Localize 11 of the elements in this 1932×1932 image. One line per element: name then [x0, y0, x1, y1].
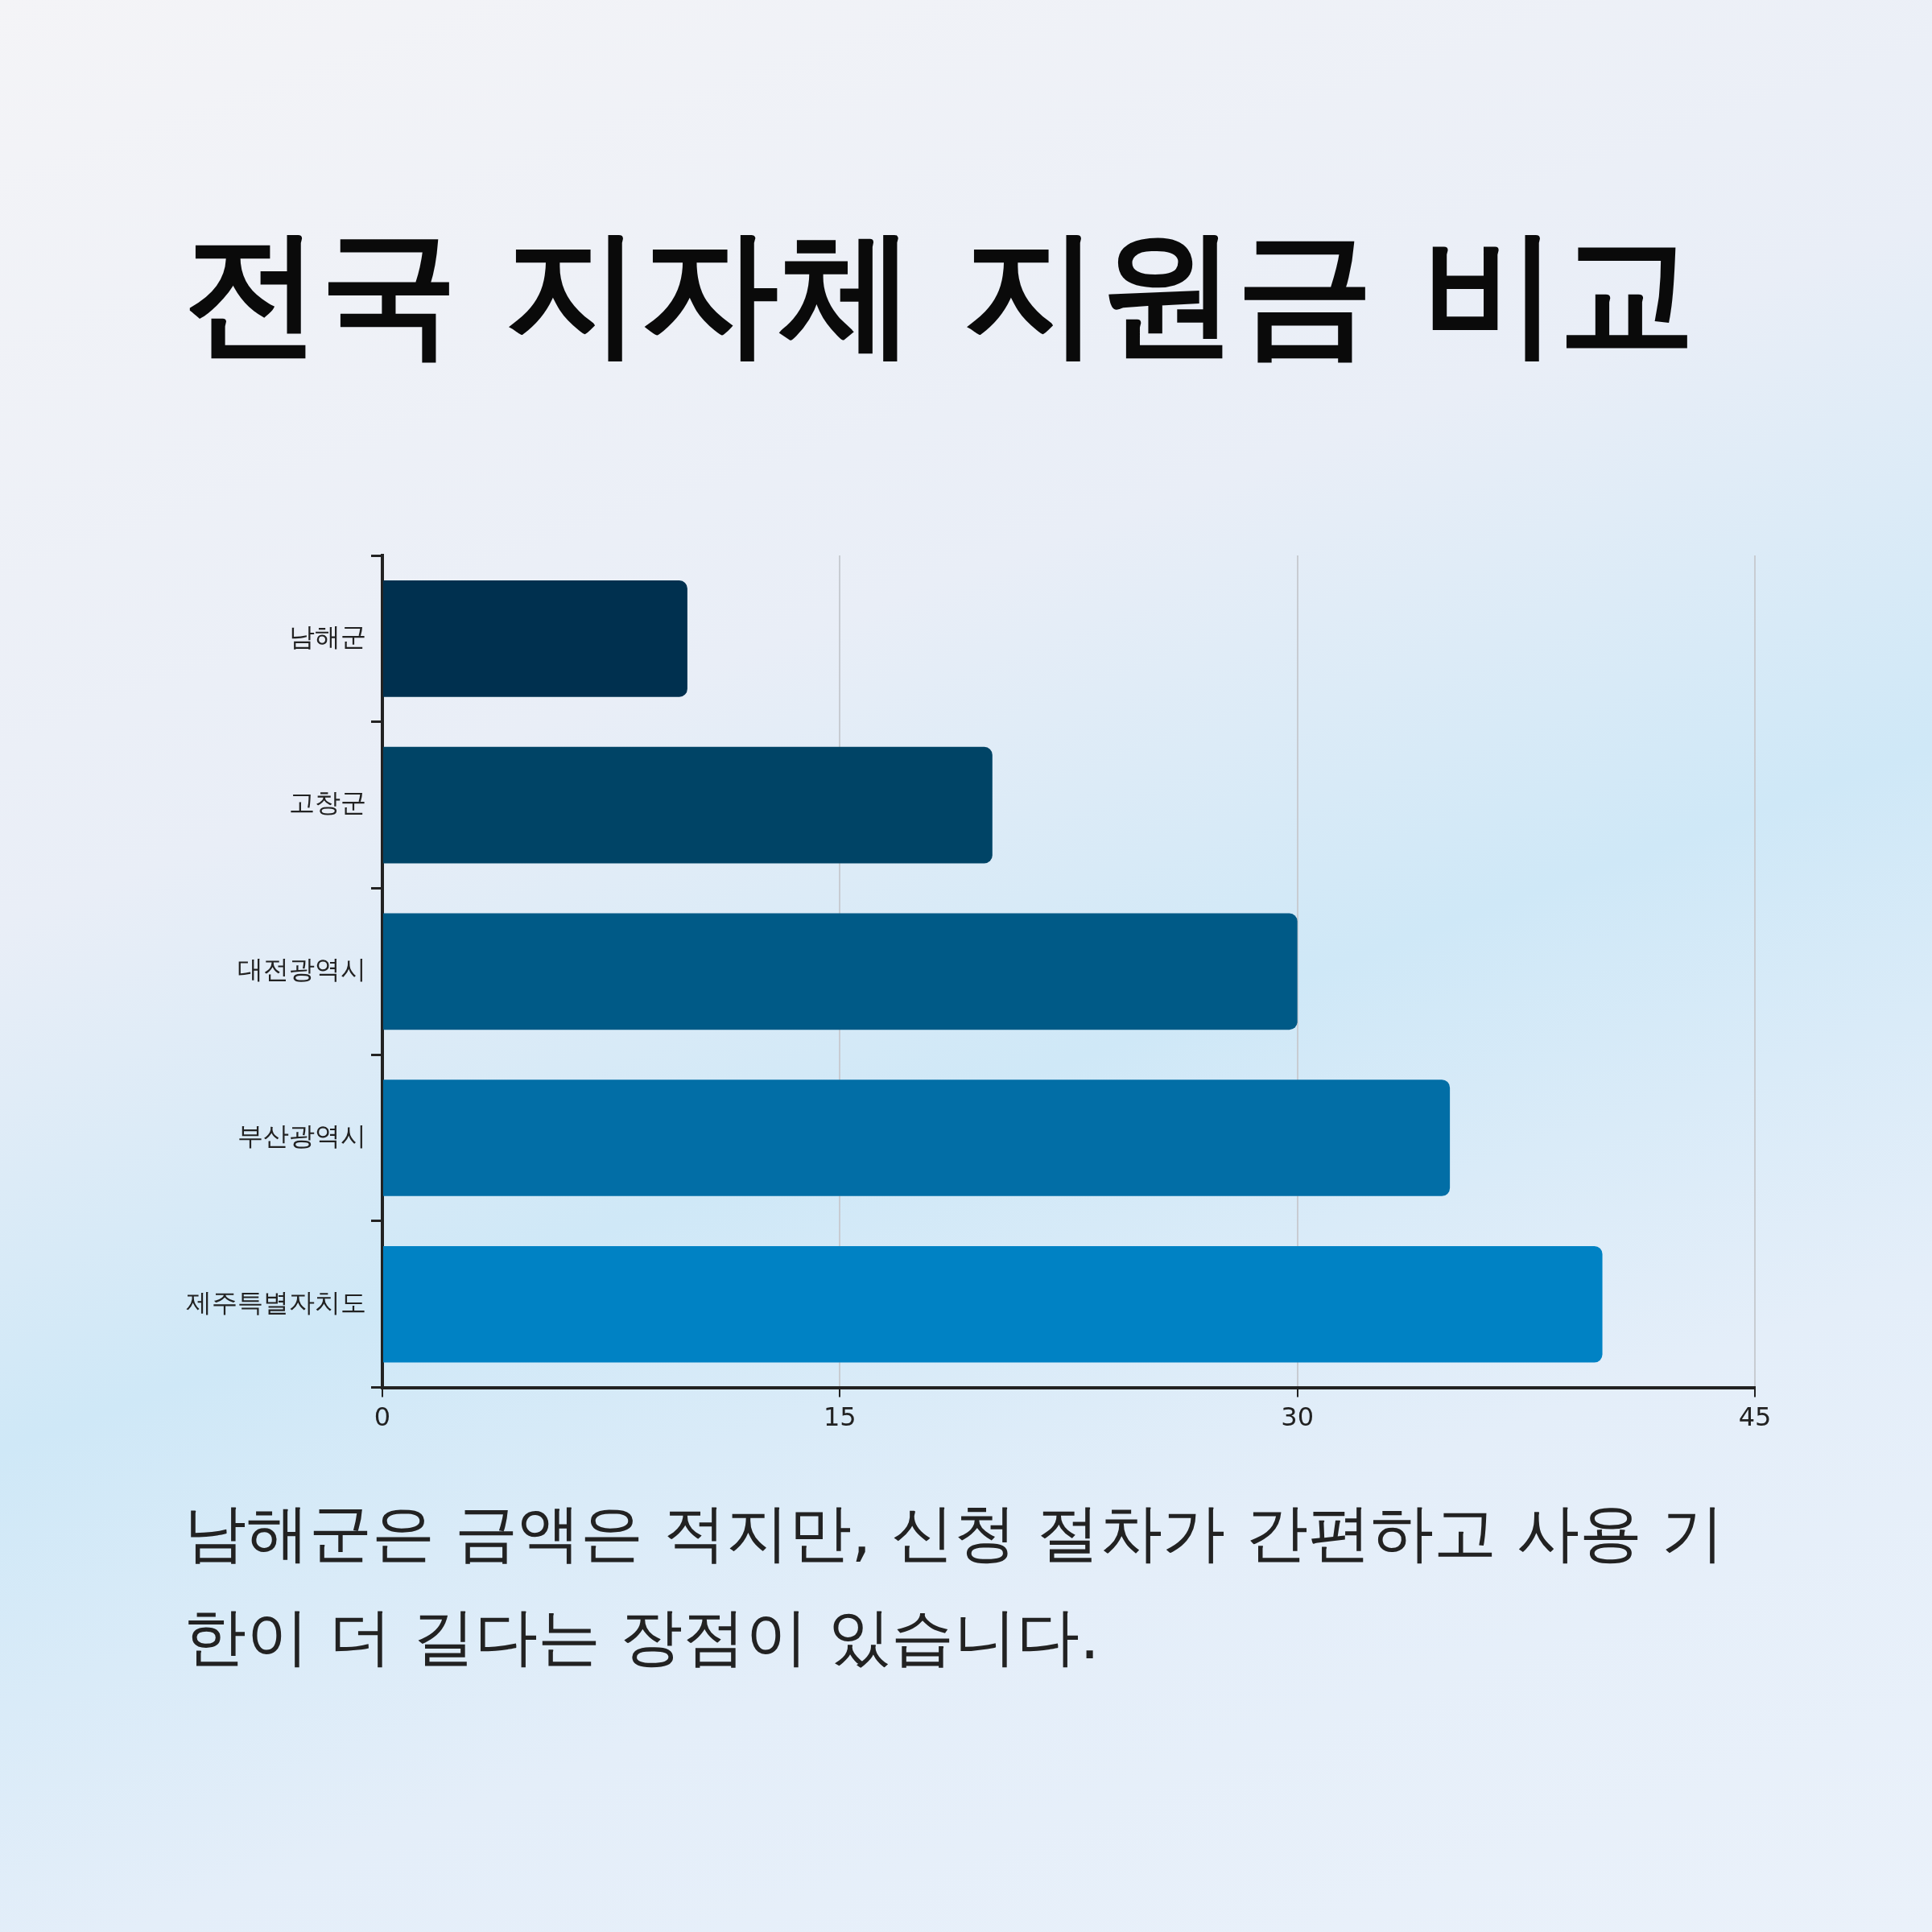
- text: 남해군은 금액은 적지만, 신청 절차가 간편하고 사용 기한이 더 길다는 장점이 있습니다.: [184, 1496, 1726, 1674]
- y-tick-label: 부산광역시: [237, 1120, 366, 1151]
- chart-title: 전국 지자체 지원금 비교: [184, 213, 1695, 372]
- y-tick-label: 대전광역시: [237, 954, 366, 985]
- x-tick-label: 0: [374, 1402, 391, 1433]
- y-tick-label: 남해군: [289, 621, 366, 652]
- x-tick-label: 30: [1281, 1402, 1315, 1433]
- y-tick-label: 고창군: [289, 787, 366, 819]
- y-tick-label: 제주특별자치도: [186, 1286, 366, 1318]
- x-tick-label: 45: [1738, 1402, 1772, 1433]
- x-tick-label: 15: [823, 1402, 857, 1433]
